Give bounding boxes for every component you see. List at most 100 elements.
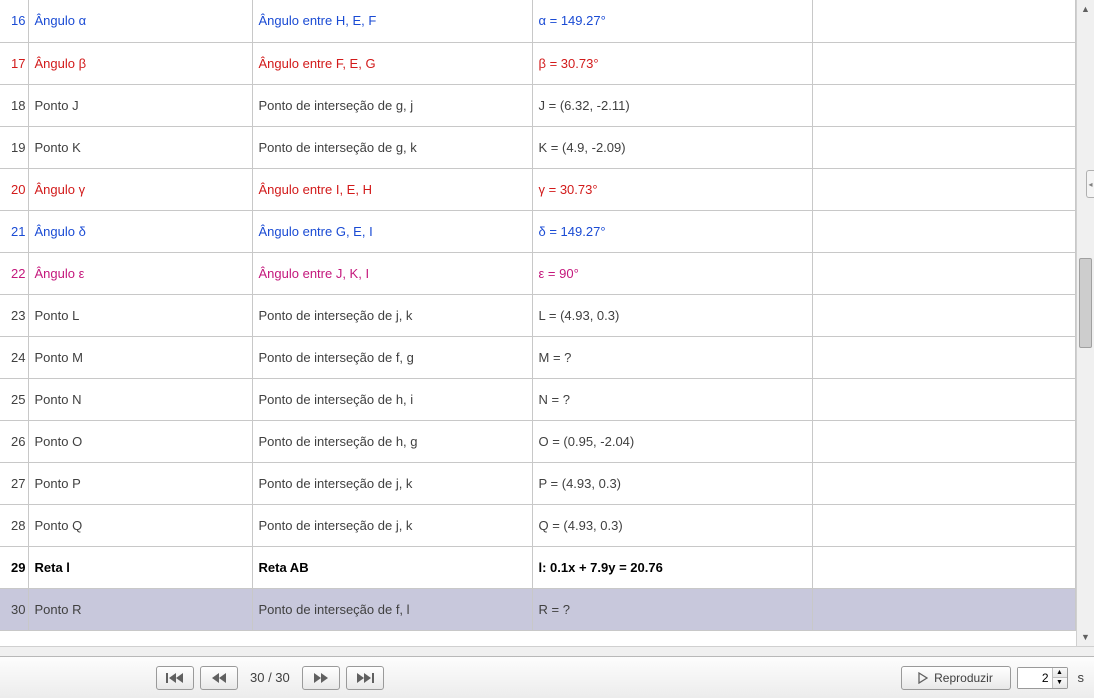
row-value: K = (4.9, -2.09) (532, 126, 812, 168)
row-spare (812, 84, 1076, 126)
row-name: Ponto R (28, 588, 252, 630)
row-description: Ponto de interseção de j, k (252, 294, 532, 336)
table-row[interactable]: 27Ponto PPonto de interseção de j, kP = … (0, 462, 1076, 504)
speed-unit: s (1074, 670, 1085, 685)
row-value: R = ? (532, 588, 812, 630)
row-description: Ponto de interseção de h, i (252, 378, 532, 420)
row-index: 17 (0, 42, 28, 84)
side-panel-toggle[interactable]: ◂ (1086, 170, 1094, 198)
row-value: M = ? (532, 336, 812, 378)
row-value: δ = 149.27° (532, 210, 812, 252)
row-index: 23 (0, 294, 28, 336)
construction-steps-table[interactable]: 16Ângulo αÂngulo entre H, E, Fα = 149.27… (0, 0, 1076, 631)
table-row[interactable]: 29Reta lReta ABl: 0.1x + 7.9y = 20.76 (0, 546, 1076, 588)
speed-up-button[interactable]: ▲ (1053, 668, 1067, 678)
row-index: 27 (0, 462, 28, 504)
table-row[interactable]: 24Ponto MPonto de interseção de f, gM = … (0, 336, 1076, 378)
table-row[interactable]: 22Ângulo εÂngulo entre J, K, Iε = 90° (0, 252, 1076, 294)
vertical-scrollbar[interactable]: ▲ ▼ (1076, 0, 1094, 646)
table-row[interactable]: 19Ponto KPonto de interseção de g, kK = … (0, 126, 1076, 168)
row-value: α = 149.27° (532, 0, 812, 42)
row-description: Ponto de interseção de j, k (252, 504, 532, 546)
row-spare (812, 252, 1076, 294)
playback-toolbar: 30 / 30 Reproduzir ▲ ▼ (0, 656, 1094, 698)
step-counter: 30 / 30 (244, 670, 296, 685)
row-value: L = (4.93, 0.3) (532, 294, 812, 336)
row-spare (812, 294, 1076, 336)
row-value: O = (0.95, -2.04) (532, 420, 812, 462)
scroll-up-arrow[interactable]: ▲ (1077, 0, 1094, 18)
first-step-button[interactable] (156, 666, 194, 690)
play-icon (918, 672, 928, 684)
table-row[interactable]: 23Ponto LPonto de interseção de j, kL = … (0, 294, 1076, 336)
table-row[interactable]: 30Ponto RPonto de interseção de f, lR = … (0, 588, 1076, 630)
table-row[interactable]: 28Ponto QPonto de interseção de j, kQ = … (0, 504, 1076, 546)
row-index: 28 (0, 504, 28, 546)
horizontal-scroll-strip (0, 646, 1094, 656)
row-value: Q = (4.93, 0.3) (532, 504, 812, 546)
row-value: β = 30.73° (532, 42, 812, 84)
row-index: 21 (0, 210, 28, 252)
scroll-down-arrow[interactable]: ▼ (1077, 628, 1094, 646)
next-step-button[interactable] (302, 666, 340, 690)
table-row[interactable]: 16Ângulo αÂngulo entre H, E, Fα = 149.27… (0, 0, 1076, 42)
row-description: Ângulo entre F, E, G (252, 42, 532, 84)
row-spare (812, 462, 1076, 504)
row-index: 19 (0, 126, 28, 168)
row-index: 24 (0, 336, 28, 378)
row-index: 20 (0, 168, 28, 210)
row-description: Ponto de interseção de h, g (252, 420, 532, 462)
row-value: ε = 90° (532, 252, 812, 294)
row-spare (812, 546, 1076, 588)
table-row[interactable]: 17Ângulo βÂngulo entre F, E, Gβ = 30.73° (0, 42, 1076, 84)
row-spare (812, 126, 1076, 168)
row-index: 22 (0, 252, 28, 294)
prev-step-button[interactable] (200, 666, 238, 690)
row-spare (812, 210, 1076, 252)
table-row[interactable]: 20Ângulo γÂngulo entre I, E, Hγ = 30.73° (0, 168, 1076, 210)
row-value: l: 0.1x + 7.9y = 20.76 (532, 546, 812, 588)
row-description: Reta AB (252, 546, 532, 588)
row-description: Ângulo entre J, K, I (252, 252, 532, 294)
row-value: J = (6.32, -2.11) (532, 84, 812, 126)
row-name: Ângulo β (28, 42, 252, 84)
row-description: Ponto de interseção de j, k (252, 462, 532, 504)
row-spare (812, 504, 1076, 546)
row-spare (812, 378, 1076, 420)
row-spare (812, 168, 1076, 210)
row-index: 16 (0, 0, 28, 42)
play-button-label: Reproduzir (934, 671, 993, 685)
row-name: Ângulo ε (28, 252, 252, 294)
speed-input[interactable] (1018, 668, 1052, 688)
last-step-button[interactable] (346, 666, 384, 690)
row-name: Ponto O (28, 420, 252, 462)
row-name: Ponto K (28, 126, 252, 168)
row-name: Ponto P (28, 462, 252, 504)
table-row[interactable]: 26Ponto OPonto de interseção de h, gO = … (0, 420, 1076, 462)
play-button[interactable]: Reproduzir (901, 666, 1011, 690)
row-value: P = (4.93, 0.3) (532, 462, 812, 504)
speed-down-button[interactable]: ▼ (1053, 678, 1067, 688)
table-row[interactable]: 21Ângulo δÂngulo entre G, E, Iδ = 149.27… (0, 210, 1076, 252)
row-description: Ponto de interseção de f, g (252, 336, 532, 378)
row-name: Ângulo α (28, 0, 252, 42)
row-name: Reta l (28, 546, 252, 588)
row-index: 30 (0, 588, 28, 630)
row-description: Ângulo entre G, E, I (252, 210, 532, 252)
row-spare (812, 588, 1076, 630)
row-description: Ângulo entre I, E, H (252, 168, 532, 210)
row-name: Ângulo δ (28, 210, 252, 252)
row-name: Ponto J (28, 84, 252, 126)
scroll-thumb[interactable] (1079, 258, 1092, 348)
row-value: N = ? (532, 378, 812, 420)
row-spare (812, 336, 1076, 378)
table-row[interactable]: 18Ponto JPonto de interseção de g, jJ = … (0, 84, 1076, 126)
row-description: Ponto de interseção de g, j (252, 84, 532, 126)
row-description: Ponto de interseção de f, l (252, 588, 532, 630)
row-index: 25 (0, 378, 28, 420)
row-index: 29 (0, 546, 28, 588)
row-spare (812, 420, 1076, 462)
table-row[interactable]: 25Ponto NPonto de interseção de h, iN = … (0, 378, 1076, 420)
speed-spinner[interactable]: ▲ ▼ (1017, 667, 1068, 689)
row-index: 26 (0, 420, 28, 462)
